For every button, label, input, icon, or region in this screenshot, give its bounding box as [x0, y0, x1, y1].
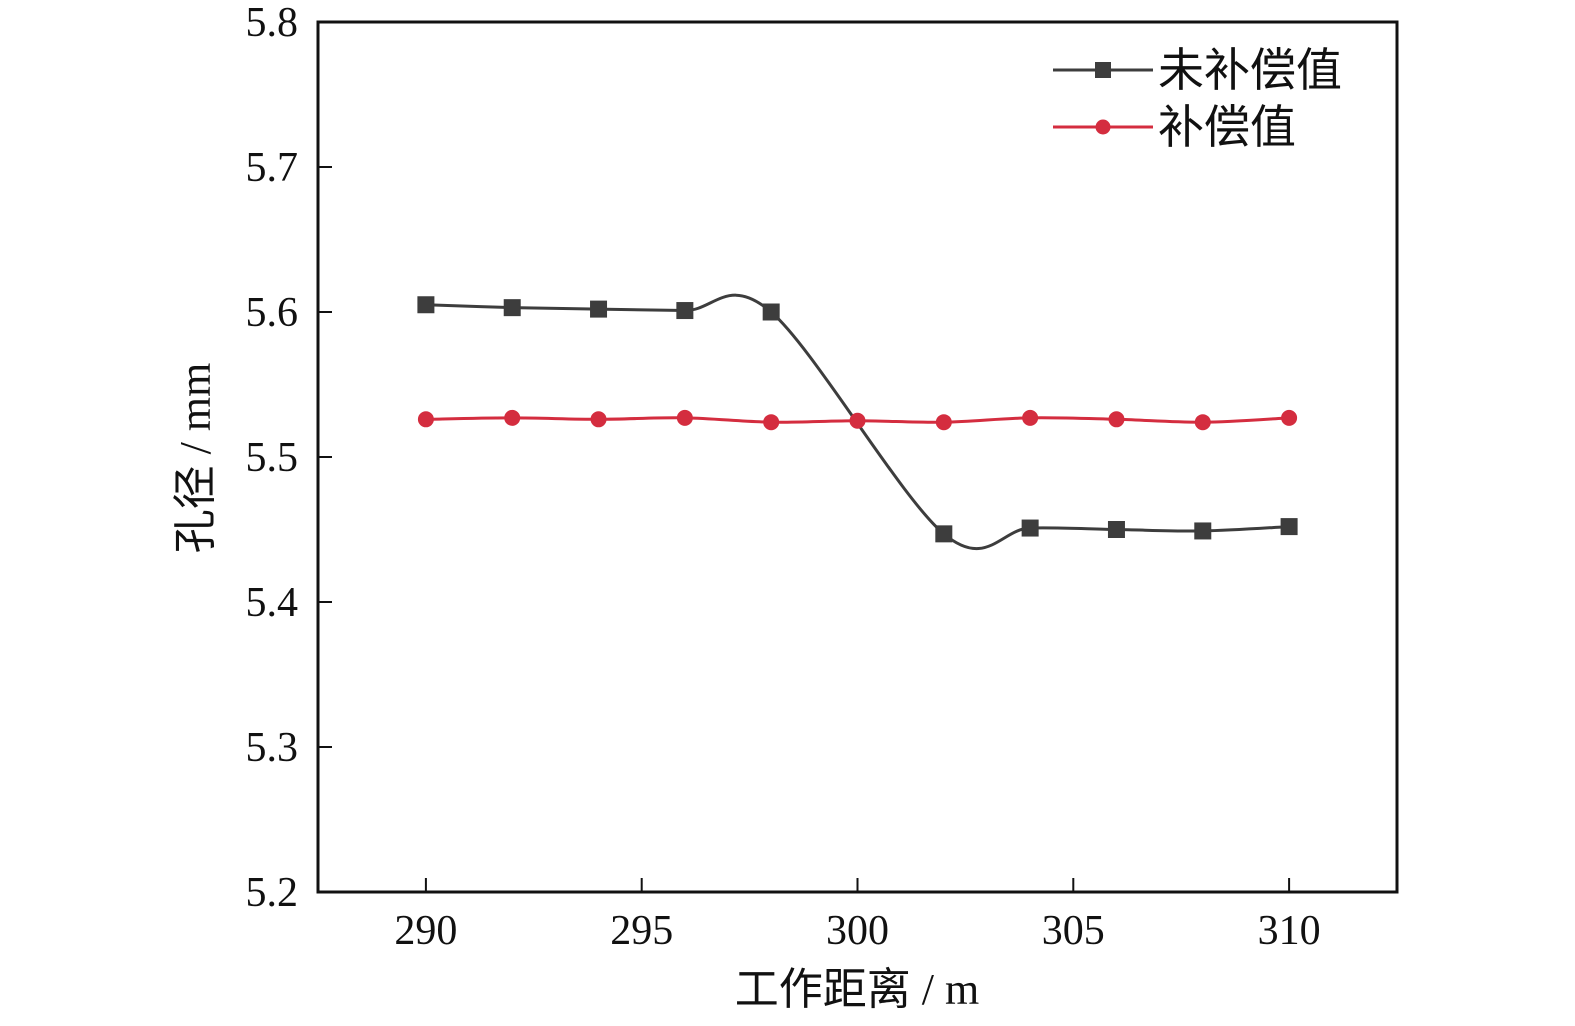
data-point-series-1	[590, 300, 608, 318]
x-tick-label: 305	[1042, 908, 1105, 954]
data-point-series-2	[417, 411, 434, 428]
x-tick-label: 310	[1258, 908, 1321, 954]
data-point-series-2	[1022, 409, 1039, 426]
legend-label-2: 补偿值	[1158, 102, 1296, 153]
data-point-series-2	[676, 409, 693, 426]
data-point-series-1	[417, 296, 435, 314]
data-point-series-1	[676, 302, 694, 320]
data-point-series-2	[1281, 409, 1298, 426]
data-point-series-1	[1194, 522, 1212, 540]
data-point-series-1	[503, 299, 521, 317]
y-tick-label: 5.7	[246, 145, 299, 191]
x-axis-title: 工作距离 / m	[735, 965, 979, 1014]
x-tick-label: 295	[610, 908, 673, 954]
legend-label-1: 未补偿值	[1158, 45, 1342, 96]
data-point-series-2	[935, 414, 952, 431]
x-tick-label: 290	[394, 908, 457, 954]
y-tick-label: 5.3	[246, 725, 299, 771]
y-tick-label: 5.4	[246, 580, 299, 626]
legend-marker-2	[1095, 119, 1111, 135]
y-tick-label: 5.2	[246, 870, 299, 916]
y-tick-label: 5.6	[246, 290, 299, 336]
legend-marker-1	[1095, 62, 1111, 78]
data-point-series-2	[590, 411, 607, 428]
data-point-series-1	[935, 525, 953, 543]
data-point-series-2	[763, 414, 780, 431]
data-point-series-1	[1021, 519, 1039, 537]
data-point-series-2	[849, 412, 866, 429]
data-point-series-1	[1280, 518, 1298, 536]
data-point-series-1	[762, 303, 780, 321]
data-point-series-1	[1107, 521, 1125, 538]
y-tick-label: 5.5	[246, 435, 299, 481]
y-tick-label: 5.8	[246, 0, 299, 46]
x-tick-label: 300	[826, 908, 889, 954]
data-point-series-2	[504, 409, 521, 426]
y-axis-title: 孔径 / mm	[171, 363, 220, 554]
data-point-series-2	[1108, 411, 1125, 428]
data-point-series-2	[1194, 414, 1211, 431]
